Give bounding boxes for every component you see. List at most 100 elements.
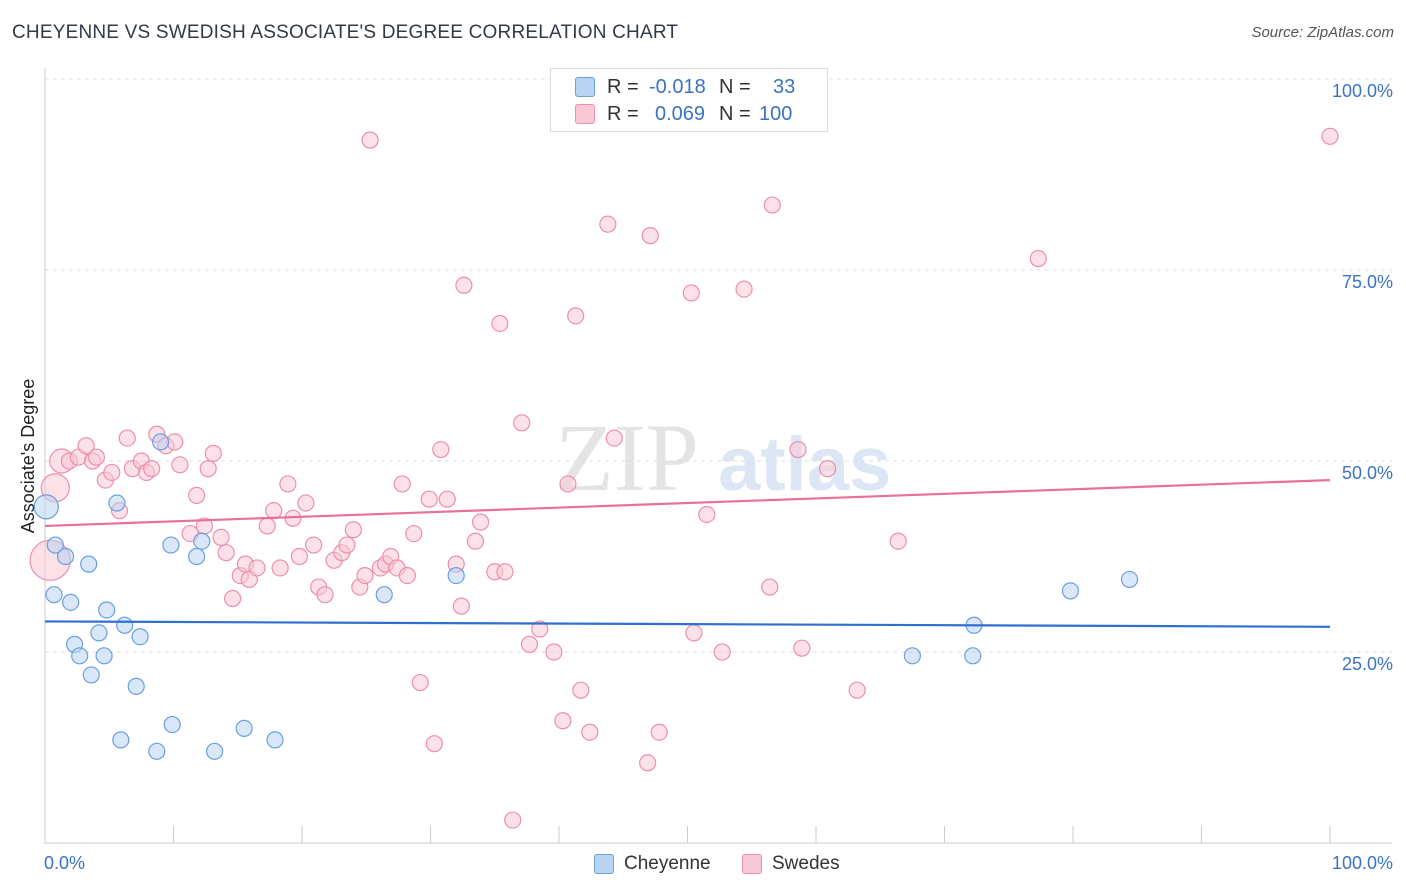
swedes-point (411, 673, 429, 692)
swedes-point (452, 597, 470, 615)
legend-r-value: 0.069 (655, 102, 706, 125)
cheyenne-point (131, 628, 149, 646)
cheyenne-points (33, 433, 1139, 760)
correlation-legend: R = -0.018 N = 33 R = 0.069 N = 100 (550, 68, 828, 132)
cheyenne-point (80, 555, 98, 573)
cheyenne-point (1120, 570, 1139, 589)
swedes-point (224, 589, 242, 608)
cheyenne-point (116, 616, 134, 634)
cheyenne-point (235, 719, 253, 738)
cheyenne-point (152, 433, 170, 451)
swedes-point (77, 437, 95, 455)
swedes-point (271, 559, 289, 577)
swedes-point (793, 639, 811, 657)
cheyenne-point (148, 742, 166, 760)
swedes-point (204, 444, 222, 462)
cheyenne-point (1061, 582, 1080, 600)
legend-n-value: 100 (759, 102, 793, 125)
bottom-legend-label: Swedes (772, 853, 840, 874)
cheyenne-point (127, 677, 145, 695)
cheyenne-point (62, 593, 80, 611)
bottom-legend-swedes: Swedes (742, 852, 840, 876)
swedes-point (265, 502, 283, 520)
swedes-point (698, 505, 716, 524)
cheyenne-point (964, 647, 982, 665)
legend-n-value: 33 (773, 75, 796, 98)
swedes-point (605, 429, 623, 447)
swedes-point (1029, 249, 1047, 268)
swedes-point (393, 475, 411, 493)
cheyenne-point (188, 547, 206, 566)
cheyenne-point (108, 494, 126, 512)
cheyenne-point (33, 494, 59, 520)
swedes-point (405, 524, 423, 543)
swedes-point (735, 280, 753, 298)
swedes-point (682, 284, 700, 302)
swedes-point (572, 681, 590, 699)
swedes-point (338, 536, 356, 554)
y-tick-label: 75.0% (1342, 272, 1393, 292)
swedes-swatch (742, 854, 762, 874)
cheyenne-point (193, 532, 211, 550)
y-tick-label: 50.0% (1342, 463, 1393, 483)
cheyenne-point (903, 647, 921, 665)
cheyenne-point (206, 742, 224, 760)
legend-r-label: R = (607, 102, 639, 125)
swedes-point (599, 215, 617, 233)
cheyenne-point (71, 647, 89, 665)
y-axis-title: Associate's Degree (18, 379, 38, 534)
axis-labels: 25.0% 50.0% 75.0% 100.0% 0.0% 100.0% Associate… (18, 81, 1393, 873)
swedes-point (212, 528, 230, 547)
swedes-point (639, 754, 657, 772)
swedes-point (650, 723, 668, 741)
axes (44, 68, 1392, 844)
swedes-point (581, 723, 599, 741)
watermark: ZIP atlas (555, 404, 891, 511)
swedes-point (217, 544, 235, 562)
swedes-point (290, 547, 309, 566)
y-tick-label: 100.0% (1332, 81, 1393, 101)
bottom-legend-label: Cheyenne (624, 853, 711, 874)
swedes-point (304, 536, 323, 554)
cheyenne-point (45, 586, 63, 604)
cheyenne-point (98, 601, 116, 619)
swedes-point (118, 429, 136, 447)
swedes-point (520, 635, 539, 653)
cheyenne-point (447, 566, 465, 585)
cheyenne-point (56, 547, 75, 566)
swedes-point (554, 712, 572, 730)
cheyenne-point (162, 536, 180, 554)
cheyenne-point (95, 647, 113, 665)
cheyenne-swatch (594, 854, 614, 874)
swedes-point (432, 440, 450, 459)
legend-n-label: N = (719, 75, 751, 98)
swedes-point (103, 463, 121, 482)
swedes-point (1321, 127, 1339, 145)
legend-row-swedes: R = 0.069 N = 100 (575, 102, 792, 126)
swedes-point (188, 486, 206, 504)
cheyenne-point (82, 666, 100, 684)
watermark-atlas: atlas (718, 422, 891, 507)
bottom-legend-cheyenne: Cheyenne (594, 852, 711, 876)
swedes-point (472, 513, 490, 531)
swedes-point (199, 460, 217, 478)
swedes-point (87, 448, 106, 466)
swedes-point (398, 566, 416, 585)
swedes-point (504, 811, 522, 829)
y-tick-label: 25.0% (1342, 654, 1393, 674)
swedes-point (466, 532, 485, 550)
swedes-point (420, 490, 438, 508)
watermark-zip: ZIP (555, 404, 699, 511)
swedes-point (496, 563, 514, 581)
swedes-point (545, 643, 563, 661)
swedes-point (889, 532, 907, 550)
x-tick-label: 0.0% (44, 853, 85, 873)
chart-title: CHEYENNE VS SWEDISH ASSOCIATE'S DEGREE C… (12, 22, 679, 43)
swedes-point (641, 227, 659, 245)
cheyenne-point (112, 731, 130, 749)
legend-r-label: R = (607, 75, 639, 98)
swedes-point (316, 586, 334, 604)
swedes-point (567, 307, 585, 325)
swedes-point (344, 521, 362, 539)
swedes-swatch (575, 104, 595, 124)
